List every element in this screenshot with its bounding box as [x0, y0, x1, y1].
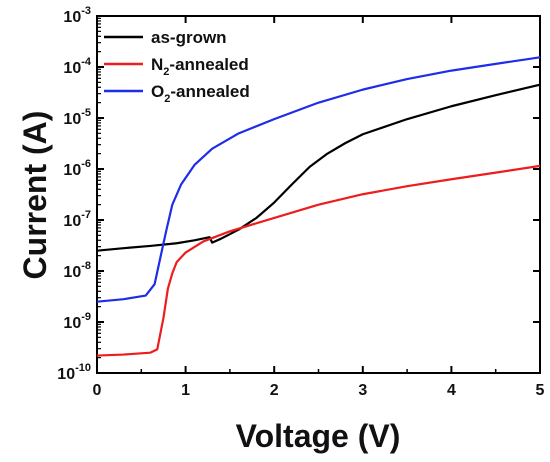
y-tick-label: 10-6	[63, 158, 91, 179]
x-tick-label: 5	[536, 382, 545, 399]
x-tick-label: 1	[181, 382, 190, 399]
axis-layer: 0 1 2 3 4 5 10-10 10-9 10-8 10-7 10-6 10-5 10-4 10-3	[57, 5, 544, 399]
x-tick-label: 2	[270, 382, 279, 399]
legend-label: N2-annealed	[151, 55, 249, 78]
series-layer	[96, 56, 541, 357]
y-tick-label: 10-3	[63, 5, 91, 26]
series-line-o2-annealed	[96, 56, 541, 303]
x-tick-label: 4	[447, 382, 456, 399]
y-tick-label: 10-8	[63, 260, 91, 281]
legend-label: as-grown	[151, 28, 227, 47]
y-tick-label: 10-9	[63, 311, 91, 332]
x-tick-label: 3	[358, 382, 367, 399]
legend: as-grown N2-annealed O2-annealed	[104, 28, 250, 105]
y-tick-label: 10-7	[63, 209, 91, 230]
x-axis-title: Voltage (V)	[236, 418, 401, 454]
y-tick-label: 10-10	[57, 362, 91, 383]
y-tick-label: 10-5	[63, 107, 91, 128]
series-line-as-grown	[96, 83, 541, 252]
legend-label: O2-annealed	[151, 82, 250, 105]
y-tick-label: 10-4	[63, 56, 91, 77]
series-line-n2-annealed	[96, 164, 541, 357]
y-axis-title: Current (A)	[17, 111, 53, 280]
x-tick-label: 0	[93, 382, 102, 399]
